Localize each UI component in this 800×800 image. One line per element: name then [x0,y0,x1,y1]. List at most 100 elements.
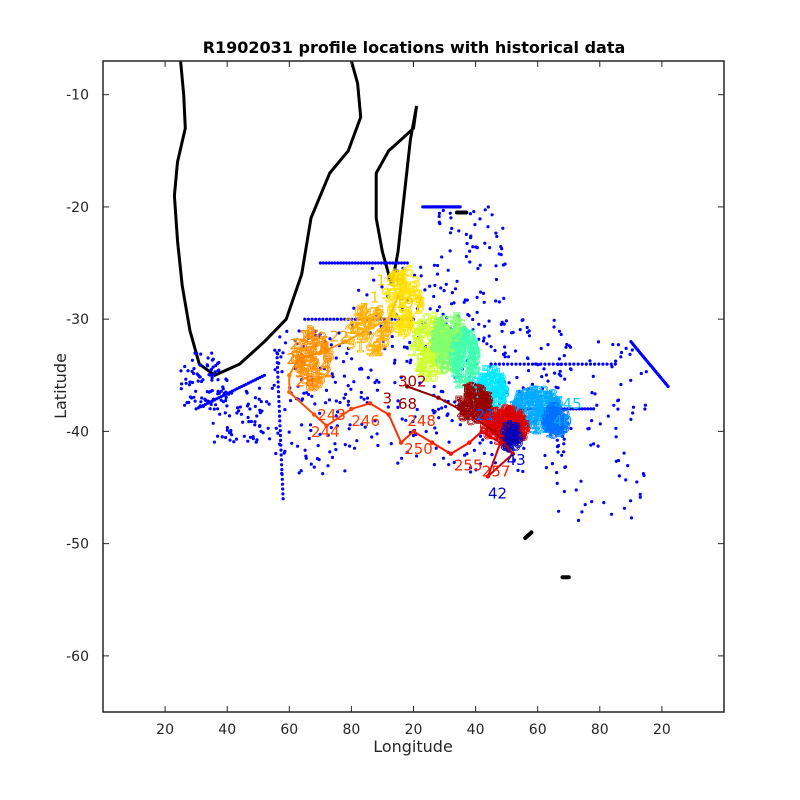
track-point [448,451,453,457]
profile-point: 4 [517,413,527,431]
profile-point: 2 [546,410,556,428]
historical-point [556,450,560,454]
profile-point: 6 [550,395,560,413]
track-segment [468,430,483,444]
historical-point [405,298,409,303]
profile-point: 4 [553,417,563,435]
profile-point: 1 [436,320,446,338]
profile-point: 9 [382,326,392,344]
historical-point [562,442,566,446]
profile-point: 1 [314,368,324,386]
historical-point [216,407,220,411]
profile-point: 8 [529,410,539,428]
historical-point [475,295,479,299]
profile-point: 3 [434,336,444,354]
profile-point: 3 [428,328,438,346]
historical-point [505,407,509,411]
profile-point: 1 [554,399,564,417]
historical-point [306,336,310,340]
historical-point [190,380,195,385]
profile-point: 9 [418,361,428,379]
historical-point [437,305,441,309]
profile-point: 8 [503,406,513,424]
profile-point: 1 [505,419,515,437]
historical-point [306,392,311,397]
profile-point: 2 [517,427,527,445]
historical-point [512,458,517,462]
historical-point [344,261,348,265]
profile-point: 9 [498,430,508,448]
profile-point: 8 [510,432,520,450]
historical-point [577,407,581,411]
profile-point: 5 [549,415,559,433]
historical-point [527,334,532,338]
historical-point [435,308,439,313]
historical-point [445,315,449,320]
profile-point: 5 [396,268,406,286]
track-point [367,401,373,406]
profile-point: 1 [397,292,407,310]
profile-point: 9 [534,398,544,416]
historical-point [268,437,272,441]
historical-point [437,407,441,411]
profile-point: 7 [473,383,483,401]
historical-point [411,420,415,424]
profile-point: 7 [508,404,518,422]
historical-point [246,439,250,443]
profile-point: 8 [491,415,501,433]
track-segment [344,329,368,343]
profile-point: 4 [416,360,426,378]
profile-point: 3 [386,277,396,295]
profile-point: 2 [456,403,466,421]
profile-point: 3 [494,430,504,448]
historical-point [356,261,360,265]
historical-point [498,402,502,406]
historical-point [516,404,520,408]
historical-point [481,438,485,442]
historical-point [465,241,469,246]
profile-point: 2 [398,286,408,304]
historical-point [520,436,524,440]
profile-point: 5 [452,309,462,327]
historical-point [508,423,512,427]
profile-point: 2 [497,371,507,389]
profile-point: 5 [485,402,495,420]
historical-point [396,399,400,403]
profile-point: 6 [441,325,451,343]
historical-point [588,359,592,363]
historical-point [452,460,456,465]
profile-point: 9 [514,433,524,451]
profile-point: 5 [482,397,492,415]
profile-point: 3 [514,416,524,434]
profile-number-label: 24 [286,350,305,368]
historical-point [290,441,294,445]
profile-point: 2 [508,406,518,424]
profile-point: 3 [510,398,520,416]
historical-point [601,362,605,366]
historical-point [336,410,340,414]
historical-point [257,386,262,390]
profile-point: 7 [401,307,411,325]
profile-point: 2 [545,406,555,424]
profile-point: 3 [320,340,330,358]
historical-point [200,396,204,400]
historical-point [557,407,561,411]
historical-point [606,414,610,418]
profile-point: 4 [438,348,448,366]
historical-point [323,340,327,344]
profile-point: 3 [483,401,493,419]
historical-point [214,363,218,368]
historical-point [329,426,333,430]
profile-point: 8 [300,370,310,388]
profile-point: 9 [493,418,503,436]
profile-point: 6 [544,402,554,420]
profile-point: 2 [464,393,474,411]
profile-point: 7 [302,362,312,380]
profile-point: 8 [466,374,476,392]
historical-point [372,317,376,321]
profile-point: 5 [528,383,538,401]
historical-point [212,440,216,444]
historical-point [362,261,366,265]
profile-point: 6 [375,303,385,321]
profile-point: 1 [504,430,514,448]
